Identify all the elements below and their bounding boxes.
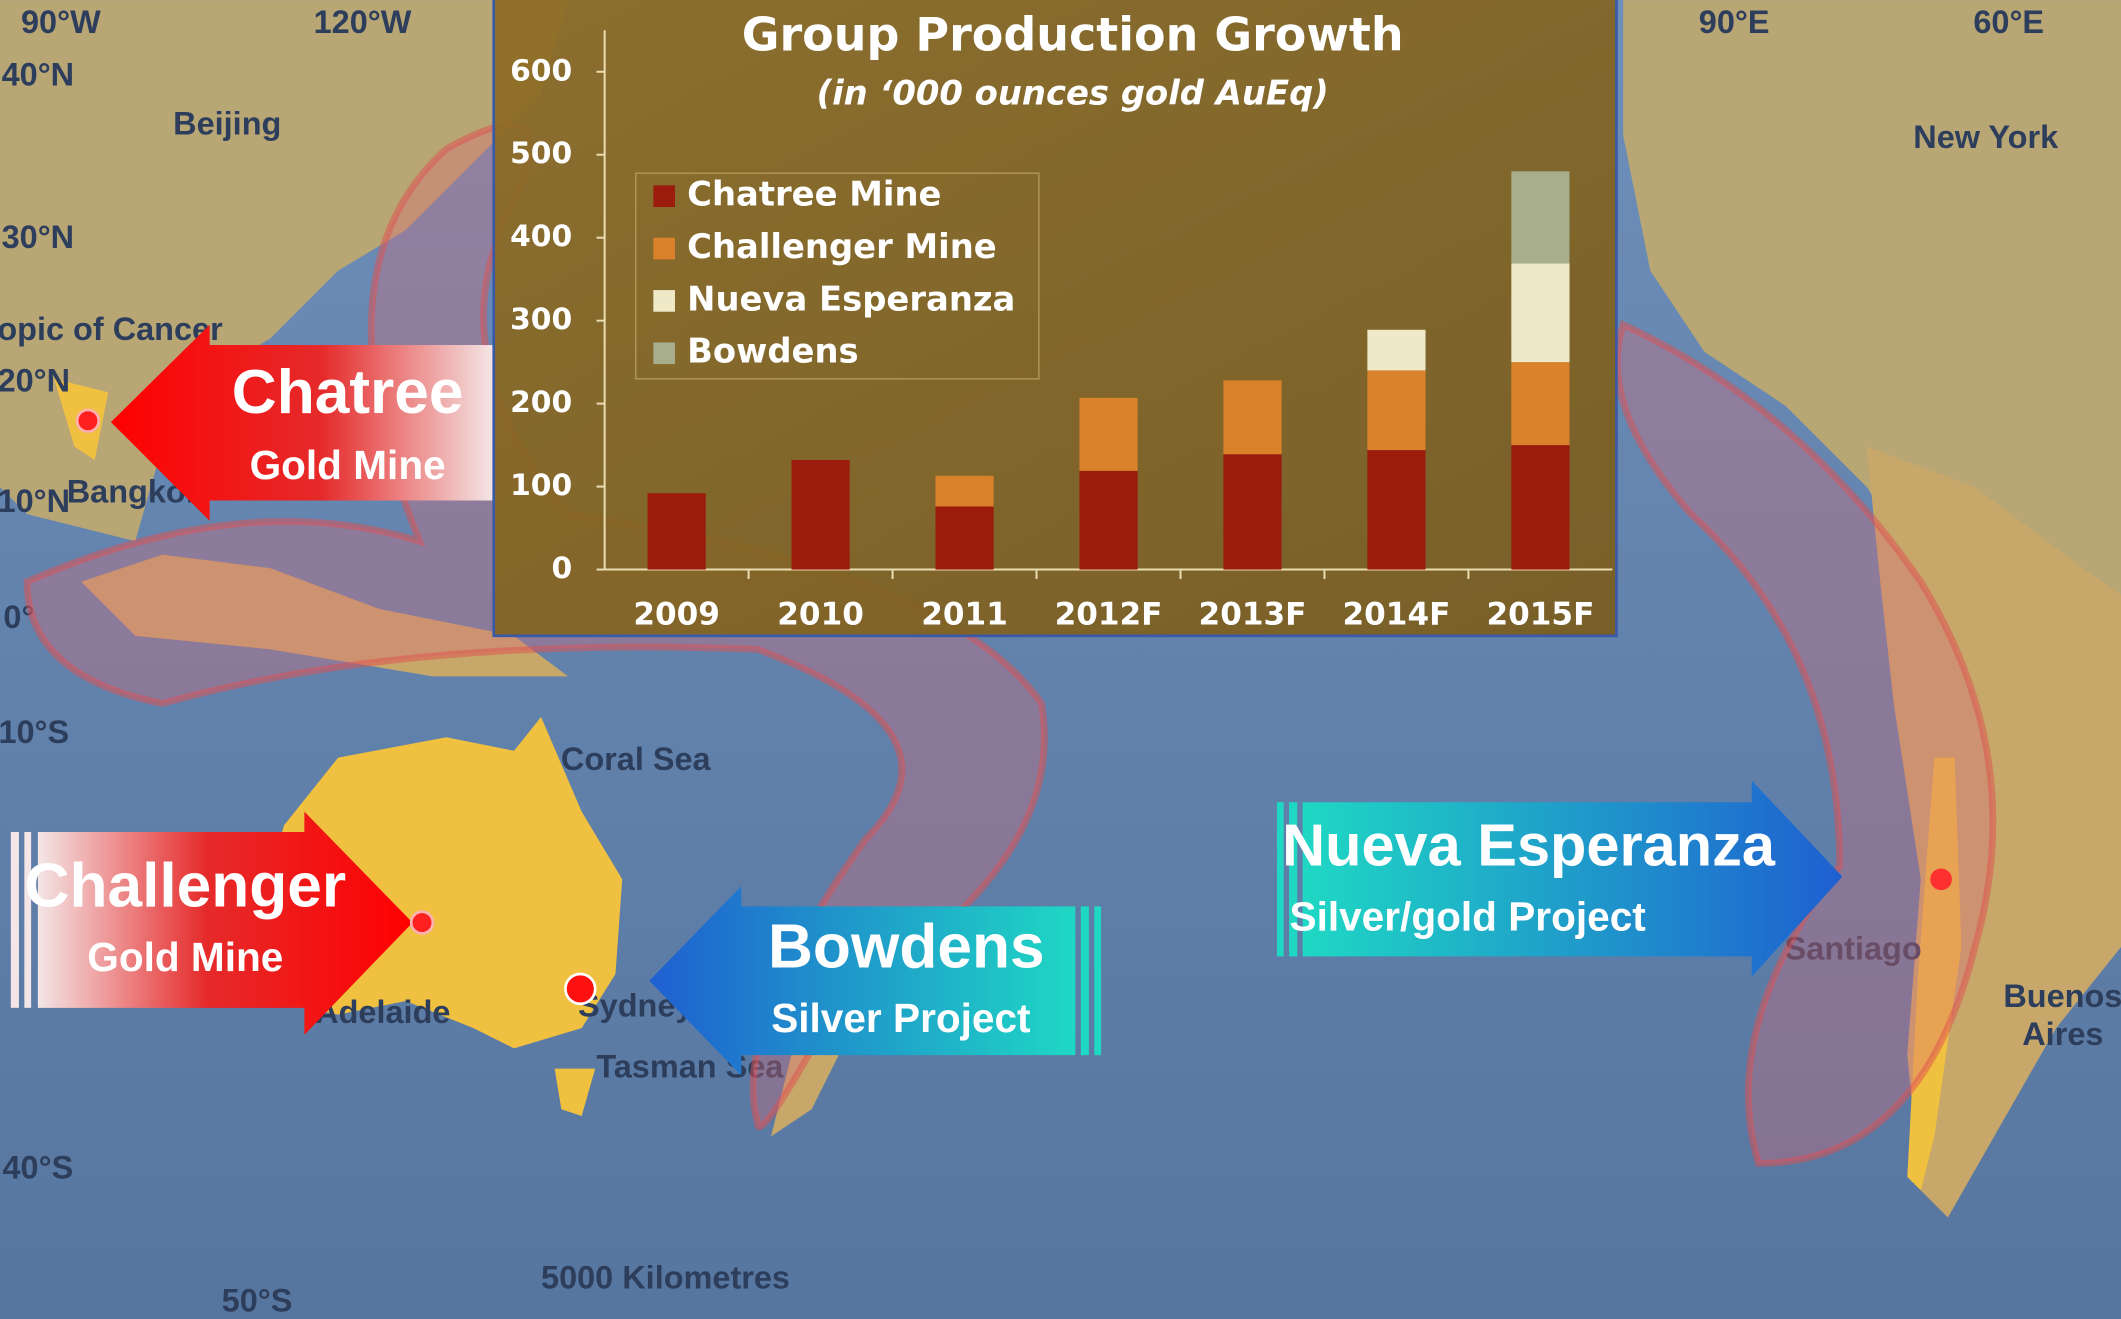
callout-title: Nueva Esperanza <box>1282 811 1776 878</box>
callout-title: Challenger <box>25 852 347 921</box>
bar-segment <box>1367 450 1426 570</box>
callout-title: Chatree <box>232 358 464 427</box>
bar-segment <box>935 475 994 507</box>
challenger-arrow <box>37 811 413 1035</box>
legend-label: Chatree Mine <box>687 175 941 214</box>
chart-title: Group Production Growth <box>742 7 1404 61</box>
site-dot <box>1930 868 1952 891</box>
map-label: Santiago <box>1785 931 1922 967</box>
nueva-stripe <box>1276 802 1284 957</box>
legend-box <box>635 172 1040 380</box>
legend-label: Bowdens <box>687 332 859 371</box>
y-tick-label: 300 <box>510 302 572 337</box>
bar-segment <box>1367 329 1426 371</box>
x-tick-label: 2012F <box>1055 597 1163 633</box>
challenger-stripe <box>24 831 32 1008</box>
map-label: Aires <box>2022 1016 2103 1052</box>
bowdens-stripe <box>1080 906 1089 1056</box>
map-label: 40°N <box>2 57 75 93</box>
bar-segment <box>1511 171 1570 264</box>
chart-subtitle: (in ‘000 ounces gold AuEq) <box>817 73 1329 112</box>
y-tick-label: 200 <box>510 385 572 420</box>
callout-subtitle: Silver Project <box>771 995 1031 1041</box>
bar-segment <box>935 506 994 570</box>
site-dot <box>75 408 101 433</box>
map-label: New York <box>1913 119 2059 155</box>
map-label: 5000 Kilometres <box>541 1259 790 1295</box>
nueva-stripe <box>1289 802 1298 957</box>
legend-label: Nueva Esperanza <box>687 279 1015 318</box>
nueva-arrow <box>1302 780 1843 977</box>
map-label: 10°S <box>0 714 69 750</box>
y-tick-label: 400 <box>510 219 572 254</box>
x-tick-label: 2015F <box>1486 597 1594 633</box>
bar-segment <box>1079 397 1138 471</box>
legend-swatch <box>653 342 675 365</box>
map-label: Tropic of Cancer <box>0 311 223 347</box>
map-label: Buenos <box>2003 978 2121 1014</box>
map-label: 90°W <box>21 4 101 40</box>
legend-swatch <box>653 185 675 208</box>
bar-segment <box>1367 370 1426 451</box>
bar-segment <box>1223 380 1282 455</box>
bar-segment <box>791 460 850 570</box>
map-label: Beijing <box>173 105 281 141</box>
y-tick-label: 100 <box>510 468 572 503</box>
challenger-stripe <box>10 831 19 1008</box>
bowdens-arrow <box>649 886 1076 1076</box>
map-label: Coral Sea <box>561 741 712 777</box>
map-label: 20°N <box>0 362 70 398</box>
map-label: 90°E <box>1699 4 1770 40</box>
bar-segment <box>1511 445 1570 570</box>
map-label: 120°W <box>314 4 412 40</box>
map-label: 60°E <box>1973 4 2044 40</box>
x-tick-label: 2010 <box>777 597 864 633</box>
y-tick-label: 600 <box>510 53 572 88</box>
map-label: 10°N <box>0 483 70 519</box>
map-label: 40°S <box>3 1150 74 1186</box>
callout-subtitle: Silver/gold Project <box>1290 894 1647 940</box>
indonesia <box>81 554 569 677</box>
legend-swatch <box>653 290 675 312</box>
bowdens-stripe <box>1094 906 1102 1056</box>
ring-of-fire <box>23 121 1997 1167</box>
callout-title: Bowdens <box>768 912 1045 981</box>
x-tick-label: 2009 <box>633 597 720 633</box>
callout-texts: Chatree Gold Mine Challenger Gold Mine Bowde… <box>25 358 1776 1041</box>
site-dot <box>409 910 435 935</box>
callout-subtitle: Gold Mine <box>87 934 283 980</box>
bar-segment <box>1511 362 1570 446</box>
bar-segment <box>647 493 706 570</box>
site-dots <box>75 408 1952 1006</box>
callout-subtitle: Gold Mine <box>250 442 446 488</box>
bar-segment <box>1511 263 1570 363</box>
y-tick-label: 0 <box>551 551 572 586</box>
legend-swatch <box>653 237 675 260</box>
legend-label: Challenger Mine <box>687 227 997 266</box>
x-tick-label: 2013F <box>1199 597 1307 633</box>
map-label: 30°N <box>2 219 75 255</box>
plot: 0 100 200 300 400 500 600 2009 2010 2011 2012F 2013… <box>510 30 1613 633</box>
site-dot <box>564 972 597 1006</box>
bar-segment <box>1223 454 1282 570</box>
x-tick-label: 2014F <box>1343 597 1451 633</box>
bar-segment <box>1079 470 1138 570</box>
x-tick-label: 2011 <box>921 597 1008 633</box>
map-label: 50°S <box>222 1282 293 1318</box>
chatree-arrow <box>110 324 494 521</box>
y-tick-label: 500 <box>510 136 572 171</box>
callout-arrows <box>10 324 1843 1076</box>
